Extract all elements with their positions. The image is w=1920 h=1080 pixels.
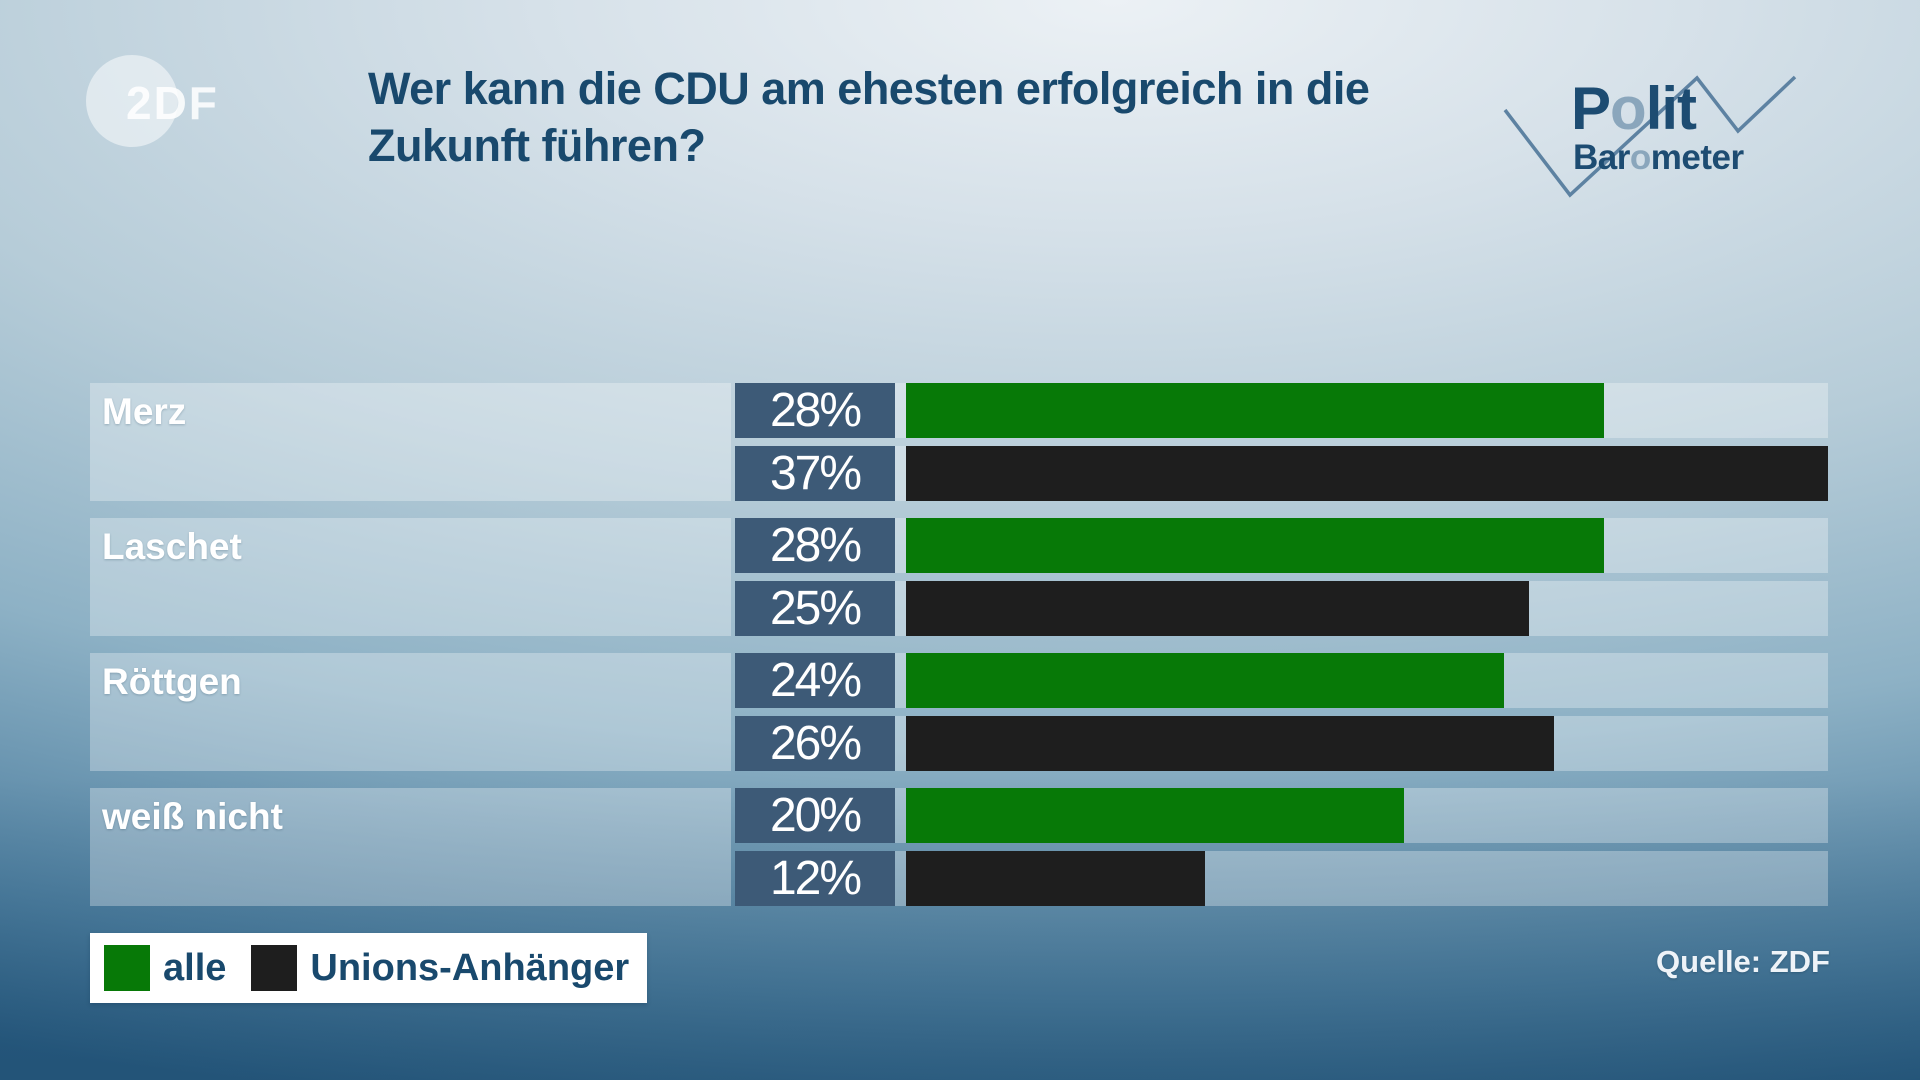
legend-swatch-unions-anhaenger xyxy=(251,945,298,991)
title-line-2: Zukunft führen? xyxy=(368,120,706,171)
legend-label-unions-anhaenger: Unions-Anhänger xyxy=(310,946,630,989)
bar-alle xyxy=(906,653,1504,708)
bar-unions-anhaenger xyxy=(906,716,1554,771)
bar-alle xyxy=(906,383,1604,438)
bar-line-unions-anhaenger: 37% xyxy=(735,446,1828,501)
category-label-panel: Laschet xyxy=(90,518,731,636)
bar-line-alle: 28% xyxy=(735,518,1828,573)
category-label: Merz xyxy=(102,391,187,432)
category-label: Röttgen xyxy=(102,661,242,702)
value-label-alle: 20% xyxy=(735,788,895,843)
bar-unions-anhaenger xyxy=(906,446,1828,501)
zdf-logo-circle xyxy=(86,55,178,147)
bar-alle xyxy=(906,518,1604,573)
category-label: Laschet xyxy=(102,526,242,567)
title-line-1: Wer kann die CDU am ehesten erfolgreich … xyxy=(368,63,1370,114)
category-label: weiß nicht xyxy=(102,796,283,837)
bar-line-unions-anhaenger: 12% xyxy=(735,851,1828,906)
value-label-unions-anhaenger: 37% xyxy=(735,446,895,501)
value-label-unions-anhaenger: 26% xyxy=(735,716,895,771)
value-label-unions-anhaenger: 12% xyxy=(735,851,895,906)
bar-unions-anhaenger xyxy=(906,581,1529,636)
value-label-unions-anhaenger: 25% xyxy=(735,581,895,636)
politbarometer-word-barometer: Barometer xyxy=(1573,138,1744,177)
bar-line-unions-anhaenger: 26% xyxy=(735,716,1828,771)
bar-line-unions-anhaenger: 25% xyxy=(735,581,1828,636)
category-label-panel: Merz xyxy=(90,383,731,501)
value-label-alle: 28% xyxy=(735,518,895,573)
bar-alle xyxy=(906,788,1404,843)
value-label-alle: 28% xyxy=(735,383,895,438)
politbarometer-word-polit: Polit xyxy=(1571,75,1697,142)
legend-swatch-alle xyxy=(104,945,150,991)
source-credit: Quelle: ZDF xyxy=(1656,944,1830,979)
chart-area: Merz 28% 37% Laschet 28% 25% xyxy=(90,383,1828,923)
category-row: Merz 28% 37% xyxy=(90,383,1828,501)
value-label-alle: 24% xyxy=(735,653,895,708)
bar-line-alle: 28% xyxy=(735,383,1828,438)
legend-label-alle: alle xyxy=(163,946,227,989)
category-label-panel: Röttgen xyxy=(90,653,731,771)
zdf-logo-text: 2DF xyxy=(126,77,219,129)
page-title: Wer kann die CDU am ehesten erfolgreich … xyxy=(368,60,1488,174)
politbarometer-logo: Polit Barometer xyxy=(1495,60,1825,215)
bar-line-alle: 24% xyxy=(735,653,1828,708)
bar-unions-anhaenger xyxy=(906,851,1205,906)
category-row: Laschet 28% 25% xyxy=(90,518,1828,636)
bar-line-alle: 20% xyxy=(735,788,1828,843)
legend: alle Unions-Anhänger xyxy=(90,933,648,1003)
category-row: weiß nicht 20% 12% xyxy=(90,788,1828,906)
zigzag-line-icon xyxy=(1503,75,1797,198)
category-label-panel: weiß nicht xyxy=(90,788,731,906)
category-row: Röttgen 24% 26% xyxy=(90,653,1828,771)
